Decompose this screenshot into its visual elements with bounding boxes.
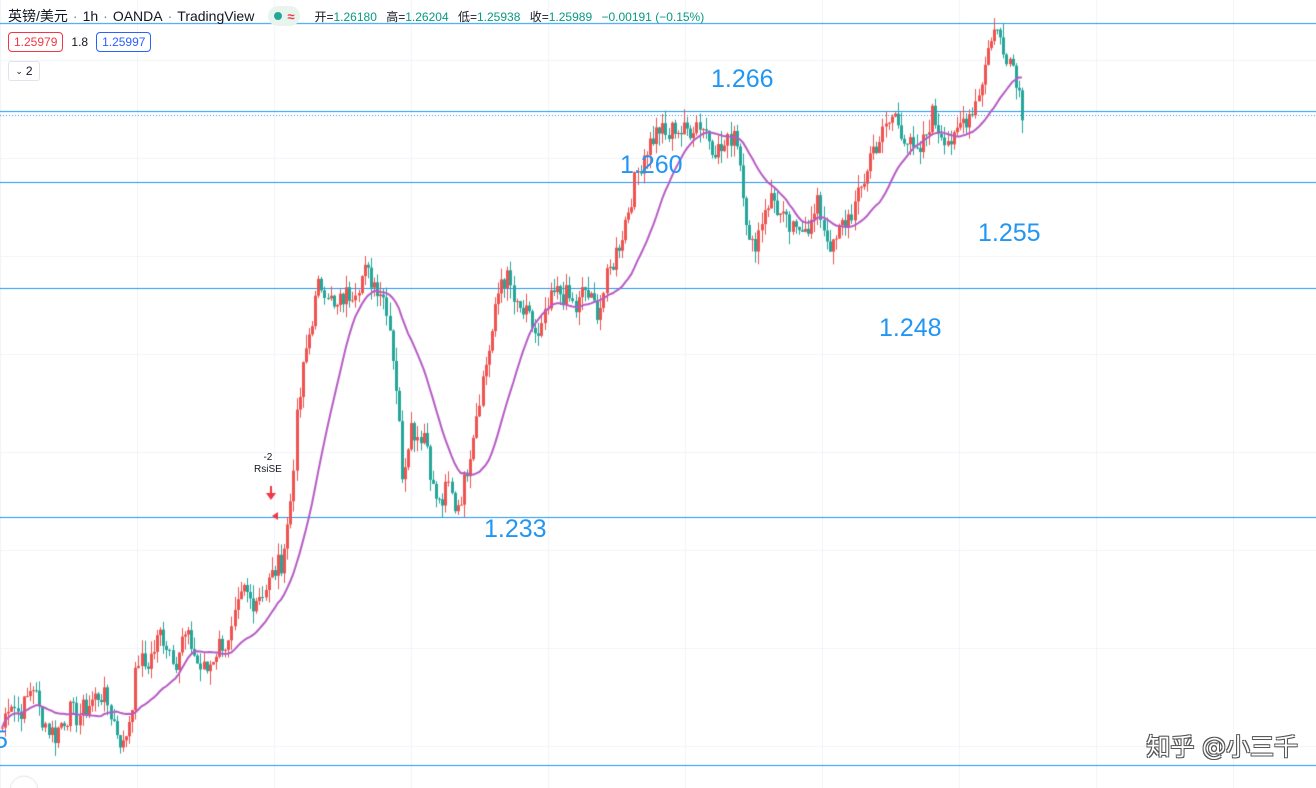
broker: OANDA [112,8,163,24]
interval[interactable]: 1h [82,8,99,24]
rsi-signal-label: -2 RsiSE [254,452,282,475]
open-value: 1.26180 [333,9,377,24]
level-label-partial: 5 [0,726,8,754]
symbol-name[interactable]: 英镑/美元 [8,8,68,24]
platform: TradingView [177,8,255,24]
collapse-indicators-button[interactable]: ⌄ 2 [8,61,40,81]
chevron-down-icon: ⌄ [15,65,23,76]
market-open-icon [274,12,283,20]
wave-icon: ≈ [287,8,295,24]
level-label-1248: 1.248 [879,314,942,342]
level-label-1255: 1.255 [978,219,1041,247]
price-buttons: 1.25979 1.8 1.25997 [8,32,152,52]
change-value: −0.00191 (−0.15%) [601,9,705,24]
spread-value: 1.8 [71,35,89,49]
indicator-count: 2 [25,64,33,78]
low-value: 1.25938 [476,9,521,24]
symbol-header: 英镑/美元 · 1h · OANDA · TradingView ≈ 开=1.2… [8,6,705,26]
level-label-1266: 1.266 [711,65,774,93]
high-value: 1.26204 [405,9,449,24]
level-label-1233: 1.233 [484,515,547,543]
close-value: 1.25989 [548,9,593,24]
ohlc-readout: 开=1.26180 高=1.26204 低=1.25938 收=1.25989 … [314,9,705,24]
level-label-1260: 1.260 [620,151,683,179]
watermark: 知乎 @小三千 [1146,733,1298,761]
buy-price-button[interactable]: 1.25997 [96,32,152,52]
sell-price-button[interactable]: 1.25979 [8,32,64,52]
market-status-badge[interactable]: ≈ [268,6,301,26]
